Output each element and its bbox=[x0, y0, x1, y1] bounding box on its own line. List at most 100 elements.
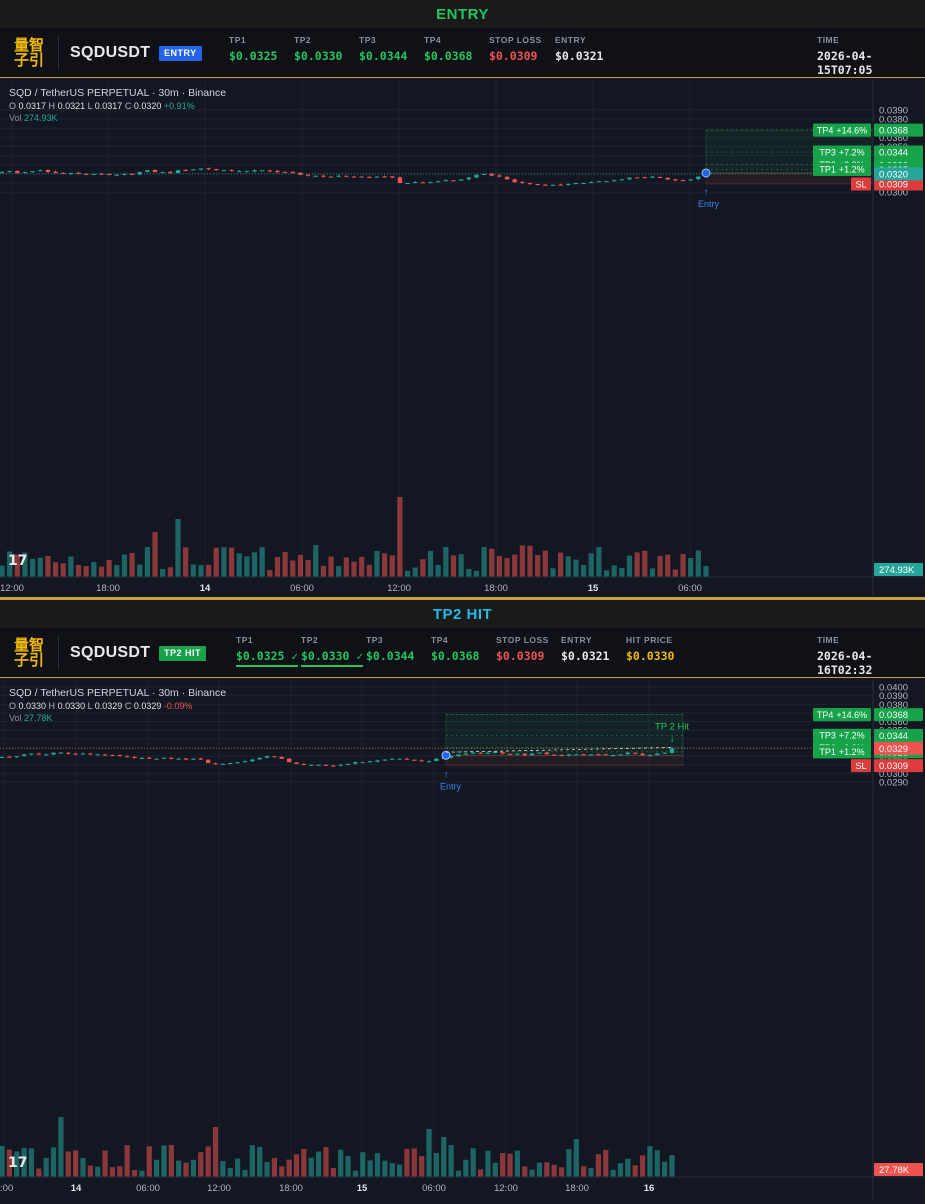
volume-bar bbox=[443, 546, 449, 577]
candle bbox=[198, 757, 203, 761]
candle-body bbox=[463, 753, 469, 755]
candle bbox=[336, 174, 341, 177]
candle bbox=[632, 752, 638, 755]
volume-bar bbox=[662, 1161, 668, 1177]
field-stop-loss: STOP LOSS $0.0309 bbox=[489, 35, 542, 63]
candle bbox=[456, 754, 461, 757]
time-tick: 14 bbox=[71, 1183, 82, 1194]
volume-bar bbox=[168, 1145, 174, 1177]
volume-bar bbox=[463, 1159, 469, 1177]
volume-bar bbox=[581, 1166, 587, 1177]
candle-body bbox=[161, 757, 167, 759]
candle-body bbox=[550, 184, 556, 186]
panel-banner: TP2 HIT bbox=[0, 600, 925, 628]
tradingview-logo-icon: 17 bbox=[8, 1155, 28, 1171]
candle bbox=[435, 180, 441, 183]
panel-separator bbox=[0, 597, 925, 600]
candle bbox=[237, 170, 242, 173]
price-tick: 0.0360 bbox=[879, 717, 908, 728]
candle-body bbox=[267, 170, 273, 172]
volume-bar bbox=[611, 565, 617, 577]
candle bbox=[550, 184, 556, 186]
candle-body bbox=[573, 183, 579, 185]
sl-tag: SL 0.0309 bbox=[851, 759, 923, 773]
candle-body bbox=[305, 174, 311, 176]
volume-bar bbox=[175, 519, 181, 577]
legend-title: SQD / TetherUS PERPETUAL · 30m · Binance bbox=[9, 687, 227, 699]
candle-body bbox=[250, 759, 255, 762]
volume-bar bbox=[144, 547, 150, 577]
candle bbox=[294, 762, 299, 764]
candle-body bbox=[405, 183, 410, 185]
candle bbox=[191, 758, 196, 760]
volume-bar bbox=[206, 564, 212, 577]
candle bbox=[419, 759, 424, 762]
candle-body bbox=[191, 169, 196, 171]
candle bbox=[353, 761, 358, 765]
candle-body bbox=[650, 176, 655, 178]
candle-body bbox=[544, 752, 550, 755]
volume-bar bbox=[603, 570, 610, 577]
volume-bar bbox=[161, 1145, 167, 1177]
candle-body bbox=[257, 757, 262, 760]
sl-tag-label-box bbox=[851, 759, 871, 773]
candle-body bbox=[169, 757, 174, 759]
candle-body bbox=[30, 171, 35, 173]
volume-bar bbox=[649, 568, 656, 577]
candle-body bbox=[353, 762, 358, 764]
candle bbox=[596, 753, 601, 756]
chart-svg[interactable]: Entry↑0.03000.03100.03200.03300.03400.03… bbox=[0, 79, 925, 597]
volume-bar bbox=[14, 554, 20, 577]
candle bbox=[257, 757, 262, 760]
volume-bar bbox=[477, 1169, 484, 1177]
candle bbox=[220, 763, 226, 765]
candle bbox=[559, 754, 564, 757]
candle bbox=[426, 760, 432, 763]
price-chart[interactable]: Entry↑0.03000.03100.03200.03300.03400.03… bbox=[0, 79, 925, 597]
price-chart[interactable]: Entry↑TP 2 Hit↓0.02900.03000.03100.03200… bbox=[0, 679, 925, 1199]
volume-bar bbox=[65, 1151, 71, 1177]
tp-tag-price-box bbox=[874, 708, 923, 722]
tradingview-logo-icon: 17 bbox=[8, 553, 28, 569]
time-tick: 12:00 bbox=[207, 1183, 231, 1194]
volume-bar bbox=[458, 554, 464, 577]
candle-body bbox=[147, 757, 152, 759]
candle bbox=[286, 758, 292, 763]
candle bbox=[610, 754, 616, 757]
candle-body bbox=[500, 752, 505, 754]
volume-bar bbox=[481, 546, 487, 577]
candle bbox=[463, 753, 469, 755]
candle-body bbox=[559, 755, 564, 757]
trade-path-line bbox=[445, 747, 673, 753]
candle bbox=[205, 759, 211, 764]
chart-svg[interactable]: Entry↑TP 2 Hit↓0.02900.03000.03100.03200… bbox=[0, 679, 925, 1199]
tp-tag-price: 0.0368 bbox=[879, 710, 908, 721]
candle-body bbox=[604, 181, 609, 183]
candle bbox=[0, 756, 5, 759]
candle-body bbox=[88, 753, 93, 755]
candle-body bbox=[66, 752, 71, 754]
time-tick: 16 bbox=[644, 1183, 655, 1194]
candle-body bbox=[665, 177, 670, 180]
time-tick: 18:00 bbox=[96, 583, 120, 594]
candle bbox=[147, 757, 152, 759]
candle bbox=[198, 168, 204, 171]
candle bbox=[21, 753, 27, 757]
tp-name: TP3 bbox=[819, 147, 836, 157]
volume-bar bbox=[665, 554, 671, 577]
tp2-hit-panel: TP2 HIT 量智 子引 SQDUSDT TP2 HIT TP1 $0.0325 … bbox=[0, 600, 925, 1199]
volume-bar bbox=[124, 1145, 130, 1177]
volume-bar bbox=[205, 1146, 211, 1177]
candle-body bbox=[669, 748, 675, 753]
candle bbox=[160, 171, 165, 174]
candle-body bbox=[419, 760, 424, 762]
candle bbox=[176, 757, 181, 760]
volume-bar bbox=[367, 1160, 373, 1177]
candle-body bbox=[529, 753, 535, 756]
tp-pct: +14.6% bbox=[836, 710, 867, 720]
volume-bar bbox=[6, 1149, 12, 1177]
volume-bar bbox=[382, 1160, 388, 1177]
candle bbox=[458, 179, 464, 181]
volume-bar bbox=[441, 1137, 447, 1177]
candle bbox=[551, 753, 557, 756]
